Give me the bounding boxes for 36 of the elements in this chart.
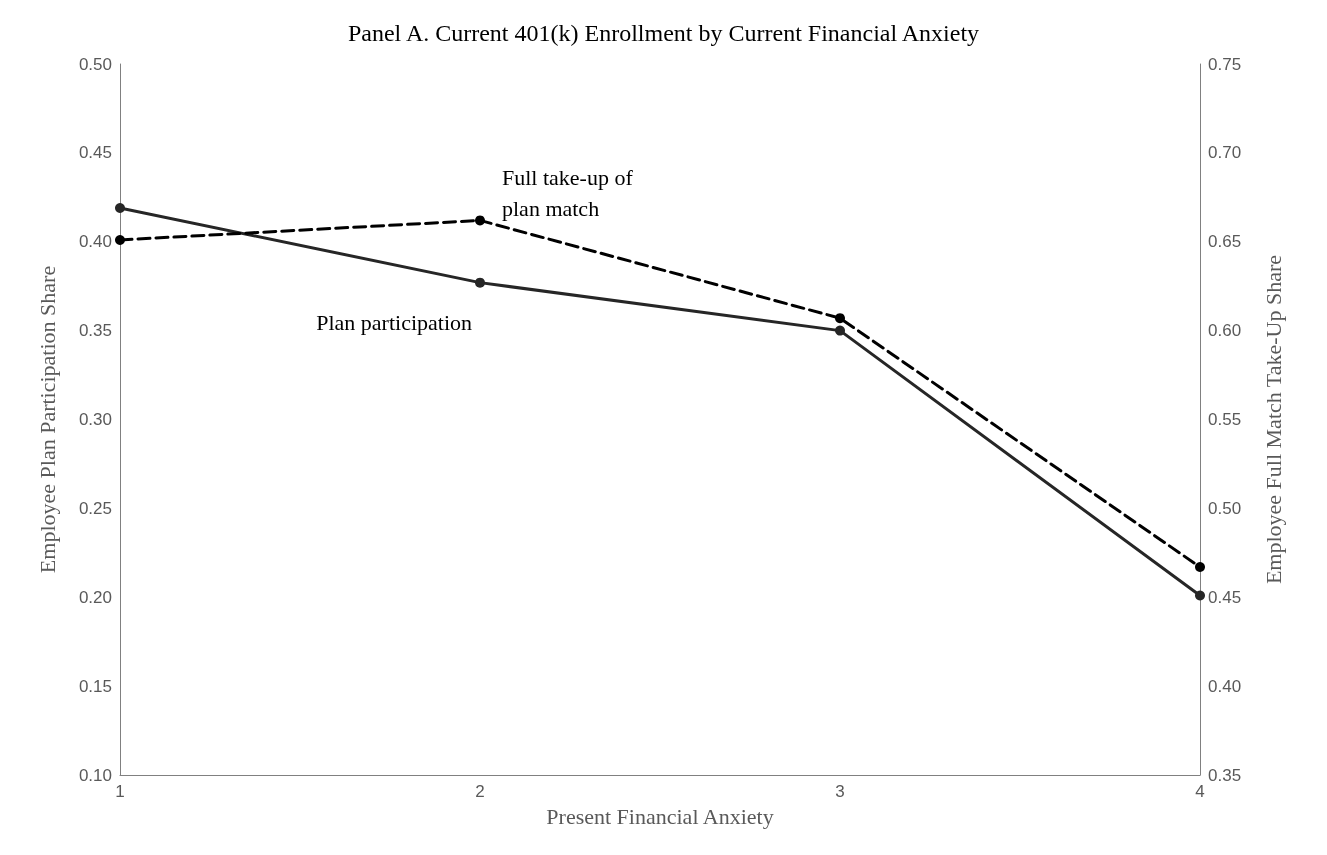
chart-title: Panel A. Current 401(k) Enrollment by Current Financial Anxiety <box>347 20 980 46</box>
series-label: Plan participation <box>316 309 472 335</box>
y2-tick-label: 0.50 <box>1208 498 1242 518</box>
y-tick-label: 0.35 <box>78 321 112 341</box>
y2-tick-label: 0.60 <box>1208 321 1242 341</box>
y-tick-label: 0.40 <box>78 232 112 252</box>
x-tick-label: 1 <box>115 782 125 801</box>
y-tick-label: 0.50 <box>78 54 112 74</box>
point <box>835 313 845 324</box>
series-label: Full take-up of plan match <box>502 165 639 222</box>
point <box>115 202 125 213</box>
y-tick-label: 0.10 <box>78 765 112 785</box>
point <box>835 325 845 336</box>
point <box>475 277 485 288</box>
x-tick-label: 2 <box>475 782 485 801</box>
point <box>115 234 125 245</box>
y-tick-label: 0.20 <box>78 587 112 607</box>
y2-tick-label: 0.65 <box>1208 232 1242 252</box>
y-axis-title: Employee Plan Participation Share <box>34 265 60 574</box>
x-tick-label: 4 <box>1195 782 1205 801</box>
point <box>1195 562 1205 573</box>
y2-tick-label: 0.55 <box>1208 410 1242 429</box>
y-tick-label: 0.45 <box>78 143 112 163</box>
x-axis-title: Present Financial Anxiety <box>546 803 774 829</box>
y-tick-label: 0.15 <box>78 676 112 696</box>
point <box>1195 590 1205 601</box>
y2-axis-title: Employee Full Match Take-Up Share <box>1260 254 1286 585</box>
y2-tick-label: 0.40 <box>1208 676 1242 696</box>
x-tick-label: 3 <box>835 782 845 801</box>
y2-tick-label: 0.70 <box>1208 143 1242 163</box>
y-tick-label: 0.30 <box>78 410 112 429</box>
y2-tick-label: 0.45 <box>1208 587 1242 607</box>
y2-tick-label: 0.75 <box>1208 54 1242 74</box>
y-tick-label: 0.25 <box>78 498 112 518</box>
y2-tick-label: 0.35 <box>1208 765 1242 785</box>
point <box>475 215 485 226</box>
